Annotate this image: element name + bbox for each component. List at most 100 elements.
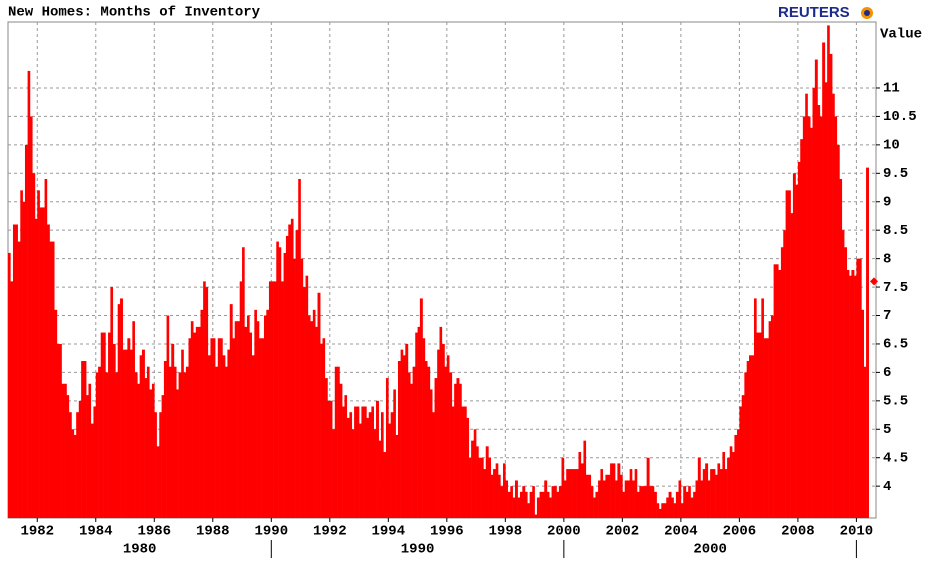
bar	[473, 429, 477, 518]
x-tick-label: 1996	[430, 524, 464, 540]
bar	[593, 497, 596, 518]
bar	[373, 429, 377, 518]
bar	[329, 400, 333, 518]
last-value-marker	[870, 277, 879, 286]
bar	[120, 298, 123, 518]
bar	[700, 480, 704, 518]
bar	[276, 241, 279, 518]
bar	[546, 491, 550, 518]
bar	[44, 178, 48, 518]
bar	[295, 230, 299, 519]
bar	[344, 395, 348, 518]
bar	[693, 491, 696, 518]
bar	[481, 457, 484, 518]
bar	[505, 480, 508, 518]
bar	[544, 480, 548, 518]
bar	[176, 389, 179, 518]
bar	[785, 190, 789, 518]
y-tick-label: 10	[883, 138, 900, 154]
bar	[639, 486, 643, 518]
bar	[554, 486, 557, 518]
bar	[627, 480, 630, 518]
bar	[39, 207, 43, 518]
bar	[8, 252, 11, 518]
bar	[795, 184, 799, 518]
bar	[527, 503, 530, 518]
bar	[661, 503, 665, 518]
bar	[283, 252, 287, 518]
bar	[395, 434, 399, 518]
bar	[829, 53, 833, 518]
bar	[622, 491, 625, 518]
bar	[861, 309, 865, 518]
bar	[797, 161, 801, 518]
bar	[749, 355, 752, 518]
bar	[751, 355, 755, 518]
bar	[844, 247, 848, 518]
bar	[312, 309, 316, 518]
bar	[368, 412, 372, 518]
bar	[610, 463, 614, 518]
bar	[259, 338, 262, 518]
y-tick-label: 5	[883, 422, 891, 438]
bar	[125, 349, 128, 518]
bar	[134, 372, 138, 518]
bar	[339, 383, 343, 518]
grid	[8, 22, 876, 518]
bar	[122, 349, 126, 518]
bar	[364, 406, 367, 518]
decade-label: 2000	[693, 542, 727, 558]
bar	[761, 298, 764, 518]
bar	[649, 486, 652, 518]
bar	[814, 59, 818, 518]
bar	[641, 486, 645, 518]
bar	[773, 264, 777, 518]
y-axis-label: Value	[880, 27, 922, 43]
bar	[466, 417, 470, 518]
bar	[254, 309, 257, 518]
bar	[710, 469, 713, 518]
y-tick-label: 4.5	[883, 450, 908, 466]
bar	[366, 417, 370, 518]
bar	[110, 287, 114, 518]
bar	[242, 247, 245, 518]
bar	[410, 383, 413, 518]
x-tick-label: 1998	[489, 524, 523, 540]
bar	[290, 218, 294, 518]
bar	[532, 486, 535, 518]
bar	[539, 491, 543, 518]
bar	[817, 105, 821, 518]
bar	[646, 457, 650, 518]
bar	[732, 452, 735, 518]
bar	[200, 309, 204, 518]
bar	[766, 338, 769, 518]
decade-label: 1990	[401, 542, 435, 558]
bar	[388, 423, 391, 518]
bar	[551, 486, 555, 518]
bar	[688, 486, 691, 518]
bar	[381, 412, 384, 518]
bar	[154, 412, 157, 518]
bar	[617, 463, 621, 518]
bar	[225, 366, 228, 518]
bar	[556, 491, 560, 518]
bar	[271, 281, 274, 518]
bar	[354, 406, 358, 518]
bar	[712, 469, 716, 518]
bar	[288, 224, 292, 518]
bar	[839, 178, 843, 518]
bar	[139, 355, 143, 518]
bar	[727, 457, 731, 518]
y-tick-label: 9	[883, 194, 891, 210]
x-tick-label: 2008	[781, 524, 815, 540]
bar	[437, 349, 440, 518]
bar	[300, 258, 304, 518]
bar	[149, 389, 153, 518]
bar	[441, 343, 445, 518]
y-tick-label: 8.5	[883, 223, 908, 239]
bar	[115, 372, 119, 518]
bar	[588, 474, 592, 518]
bar	[351, 429, 355, 518]
bar	[422, 338, 426, 518]
bar	[22, 201, 26, 519]
